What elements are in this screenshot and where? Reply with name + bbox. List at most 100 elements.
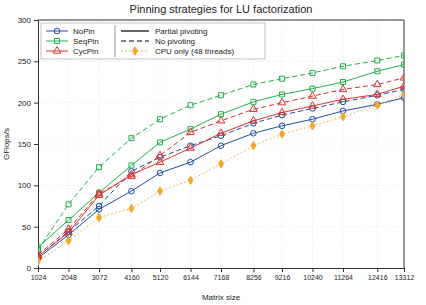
- marker: [158, 117, 163, 122]
- marker: [374, 90, 382, 97]
- tick-label: 12416: [368, 274, 388, 281]
- legend-label: Partial pivoting: [155, 27, 207, 36]
- marker: [278, 108, 286, 115]
- series: [38, 82, 404, 259]
- marker: [158, 140, 163, 145]
- marker: [251, 141, 256, 149]
- tick-mark: [191, 268, 192, 272]
- marker: [66, 237, 71, 245]
- marker: [341, 80, 346, 85]
- tick-mark: [34, 268, 38, 269]
- legend-swatch: [121, 30, 149, 31]
- legend-label: CPU only (48 threads): [155, 47, 234, 56]
- tick-mark: [404, 268, 405, 272]
- marker: [280, 130, 285, 138]
- tick: 200: [18, 99, 38, 108]
- tick-mark: [160, 268, 161, 272]
- tick-label: 6144: [183, 274, 199, 281]
- legend-marker: [133, 47, 138, 55]
- tick-label: 13312: [395, 274, 415, 281]
- grid-line-y: [38, 20, 404, 21]
- tick-label: 300: [18, 16, 32, 25]
- tick-label: 0: [27, 264, 32, 273]
- grid-line-y: [38, 102, 404, 103]
- tick: 3072: [92, 268, 108, 281]
- marker: [66, 202, 71, 207]
- marker: [96, 203, 102, 209]
- marker: [310, 86, 315, 91]
- marker: [339, 95, 347, 102]
- grid-line-y: [38, 61, 404, 62]
- tick-label: 10240: [303, 274, 323, 281]
- tick-label: 11264: [334, 274, 353, 281]
- marker: [219, 93, 224, 98]
- marker: [95, 189, 103, 196]
- series: [38, 90, 404, 265]
- tick: 13312: [395, 268, 415, 281]
- tick: 9216: [275, 268, 291, 281]
- series-line: [38, 98, 404, 258]
- marker: [341, 64, 346, 69]
- tick-mark: [343, 268, 344, 272]
- tick-mark: [99, 268, 100, 272]
- tick: 0: [27, 264, 38, 273]
- tick-mark: [34, 144, 38, 145]
- grid-line-x: [343, 20, 344, 268]
- tick-label: 2048: [61, 274, 77, 281]
- tick: 10240: [303, 268, 323, 281]
- series-line: [38, 65, 404, 248]
- grid-line-x: [404, 20, 405, 268]
- frame: [404, 20, 405, 268]
- tick-label: 8256: [246, 274, 262, 281]
- marker: [402, 53, 405, 58]
- marker: [188, 176, 193, 184]
- marker: [375, 101, 380, 109]
- tick: 2048: [61, 268, 77, 281]
- tick-label: 4160: [124, 274, 140, 281]
- tick-label: 7168: [214, 274, 230, 281]
- marker: [129, 163, 134, 168]
- marker: [251, 82, 256, 87]
- legend-marker: [53, 47, 61, 54]
- marker: [310, 122, 315, 130]
- tick: 1024: [31, 268, 47, 281]
- series: [38, 62, 404, 250]
- tick-label: 100: [18, 181, 32, 190]
- marker: [218, 143, 224, 149]
- marker: [129, 204, 134, 212]
- grid-line-x: [377, 20, 378, 268]
- marker: [375, 69, 380, 74]
- tick: 11264: [334, 268, 353, 281]
- tick-label: 250: [18, 57, 32, 66]
- grid: [38, 20, 404, 268]
- axis-line: [34, 21, 39, 269]
- marker: [156, 151, 164, 158]
- legend-marker: [54, 28, 60, 34]
- marker: [38, 257, 40, 265]
- y-axis: 050100150200250300: [18, 16, 39, 273]
- frame: [38, 20, 404, 21]
- tick: 250: [18, 57, 38, 66]
- legend-label: CycPin: [73, 47, 98, 56]
- marker: [250, 105, 258, 112]
- legend-label: No pivoting: [155, 37, 195, 46]
- tick-mark: [34, 61, 38, 62]
- tick: 7168: [214, 268, 230, 281]
- tick-mark: [282, 268, 283, 272]
- marker: [187, 128, 195, 135]
- series-line: [38, 86, 404, 256]
- title: Pinning strategies for LU factorization: [130, 3, 313, 15]
- series: [38, 87, 404, 260]
- marker: [251, 130, 257, 136]
- tick-mark: [313, 268, 314, 272]
- marker: [279, 123, 285, 129]
- legend-label: NoPin: [73, 27, 95, 36]
- marker: [375, 58, 380, 63]
- tick-mark: [34, 20, 38, 21]
- tick-mark: [221, 268, 222, 272]
- legend-marker: [55, 39, 60, 44]
- tick: 100: [18, 181, 38, 190]
- marker: [66, 218, 71, 223]
- marker: [156, 158, 164, 165]
- marker: [129, 136, 134, 141]
